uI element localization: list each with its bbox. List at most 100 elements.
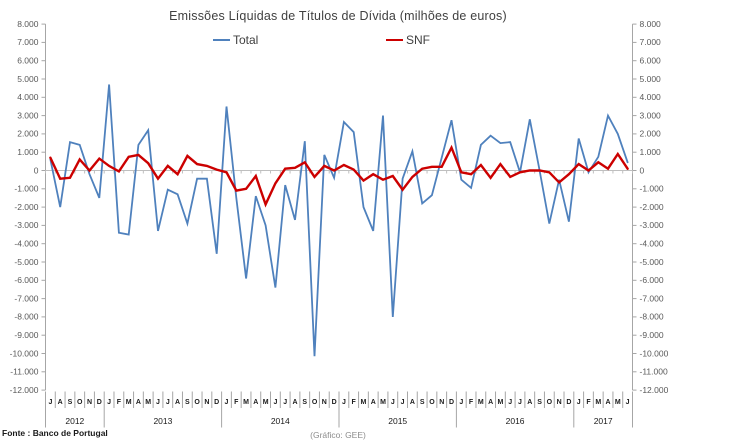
svg-text:F: F [352,399,357,406]
svg-text:N: N [204,399,209,406]
svg-text:-9.000: -9.000 [14,330,38,340]
credit-note: (Gráfico: GEE) [310,430,366,440]
svg-text:2.000: 2.000 [17,129,39,139]
svg-text:A: A [488,399,493,406]
svg-text:D: D [214,399,219,406]
svg-text:S: S [537,399,542,406]
svg-text:4.000: 4.000 [17,92,39,102]
svg-text:0: 0 [640,165,645,175]
svg-text:M: M [478,399,484,406]
svg-text:-1.000: -1.000 [640,184,664,194]
svg-text:-8.000: -8.000 [14,312,38,322]
svg-text:7.000: 7.000 [640,37,662,47]
svg-text:S: S [185,399,190,406]
svg-text:-5.000: -5.000 [640,257,664,267]
total-line-swatch-icon [213,39,230,41]
svg-text:A: A [253,399,258,406]
svg-text:-2.000: -2.000 [640,202,664,212]
svg-text:J: J [391,399,395,406]
svg-text:A: A [527,399,532,406]
svg-text:4.000: 4.000 [640,92,662,102]
svg-text:O: O [77,399,83,406]
svg-text:D: D [566,399,571,406]
svg-text:-1.000: -1.000 [14,184,38,194]
svg-text:D: D [449,399,454,406]
svg-text:J: J [166,399,170,406]
svg-text:2017: 2017 [594,416,613,426]
svg-text:5.000: 5.000 [17,74,39,84]
svg-text:M: M [380,399,386,406]
svg-text:3.000: 3.000 [17,110,39,120]
svg-text:J: J [273,399,277,406]
svg-text:3.000: 3.000 [640,110,662,120]
svg-text:6.000: 6.000 [17,56,39,66]
svg-text:-10.000: -10.000 [10,348,39,358]
svg-text:-3.000: -3.000 [14,220,38,230]
svg-text:M: M [145,399,151,406]
svg-text:7.000: 7.000 [17,37,39,47]
svg-text:F: F [586,399,591,406]
svg-text:N: N [322,399,327,406]
svg-text:F: F [117,399,122,406]
svg-text:-12.000: -12.000 [10,385,39,395]
svg-text:J: J [518,399,522,406]
svg-text:M: M [263,399,269,406]
svg-text:S: S [302,399,307,406]
svg-text:-7.000: -7.000 [640,293,664,303]
svg-text:D: D [332,399,337,406]
svg-text:-12.000: -12.000 [640,385,669,395]
svg-text:J: J [225,399,229,406]
svg-text:2015: 2015 [388,416,407,426]
svg-text:-7.000: -7.000 [14,293,38,303]
svg-text:-4.000: -4.000 [14,239,38,249]
svg-text:N: N [439,399,444,406]
svg-text:J: J [283,399,287,406]
svg-text:0: 0 [34,165,39,175]
svg-text:2.000: 2.000 [640,129,662,139]
legend-label-total: Total [233,33,259,47]
svg-text:A: A [175,399,180,406]
svg-text:8.000: 8.000 [640,19,662,29]
svg-text:J: J [459,399,463,406]
svg-text:2012: 2012 [65,416,84,426]
svg-text:5.000: 5.000 [640,74,662,84]
svg-text:J: J [401,399,405,406]
svg-text:8.000: 8.000 [17,19,39,29]
y-axis-left: 8.000 8.000 7.000 7.000 6.000 6.000 5.000 5.000… [10,19,669,395]
svg-text:-4.000: -4.000 [640,239,664,249]
svg-text:2016: 2016 [506,416,525,426]
svg-text:O: O [547,399,553,406]
legend-label-snf: SNF [406,33,430,47]
svg-text:2014: 2014 [271,416,290,426]
svg-text:-6.000: -6.000 [14,275,38,285]
svg-text:J: J [342,399,346,406]
svg-text:J: J [156,399,160,406]
svg-text:-8.000: -8.000 [640,312,664,322]
svg-text:O: O [194,399,200,406]
svg-text:O: O [312,399,318,406]
svg-text:S: S [420,399,425,406]
svg-text:F: F [469,399,474,406]
svg-text:M: M [595,399,601,406]
svg-text:F: F [234,399,239,406]
svg-text:N: N [87,399,92,406]
svg-text:-9.000: -9.000 [640,330,664,340]
svg-text:O: O [429,399,435,406]
svg-text:A: A [58,399,63,406]
svg-text:J: J [508,399,512,406]
svg-text:J: J [577,399,581,406]
svg-text:1.000: 1.000 [17,147,39,157]
snf-line-swatch-icon [386,39,403,41]
svg-text:A: A [606,399,611,406]
svg-text:-6.000: -6.000 [640,275,664,285]
svg-text:M: M [615,399,621,406]
x-axis-year-labels: 2012 2013 2014 2015 2016 2017 [65,416,612,426]
svg-text:-2.000: -2.000 [14,202,38,212]
svg-text:-10.000: -10.000 [640,348,669,358]
svg-text:A: A [410,399,415,406]
svg-text:A: A [371,399,376,406]
svg-text:2013: 2013 [153,416,172,426]
